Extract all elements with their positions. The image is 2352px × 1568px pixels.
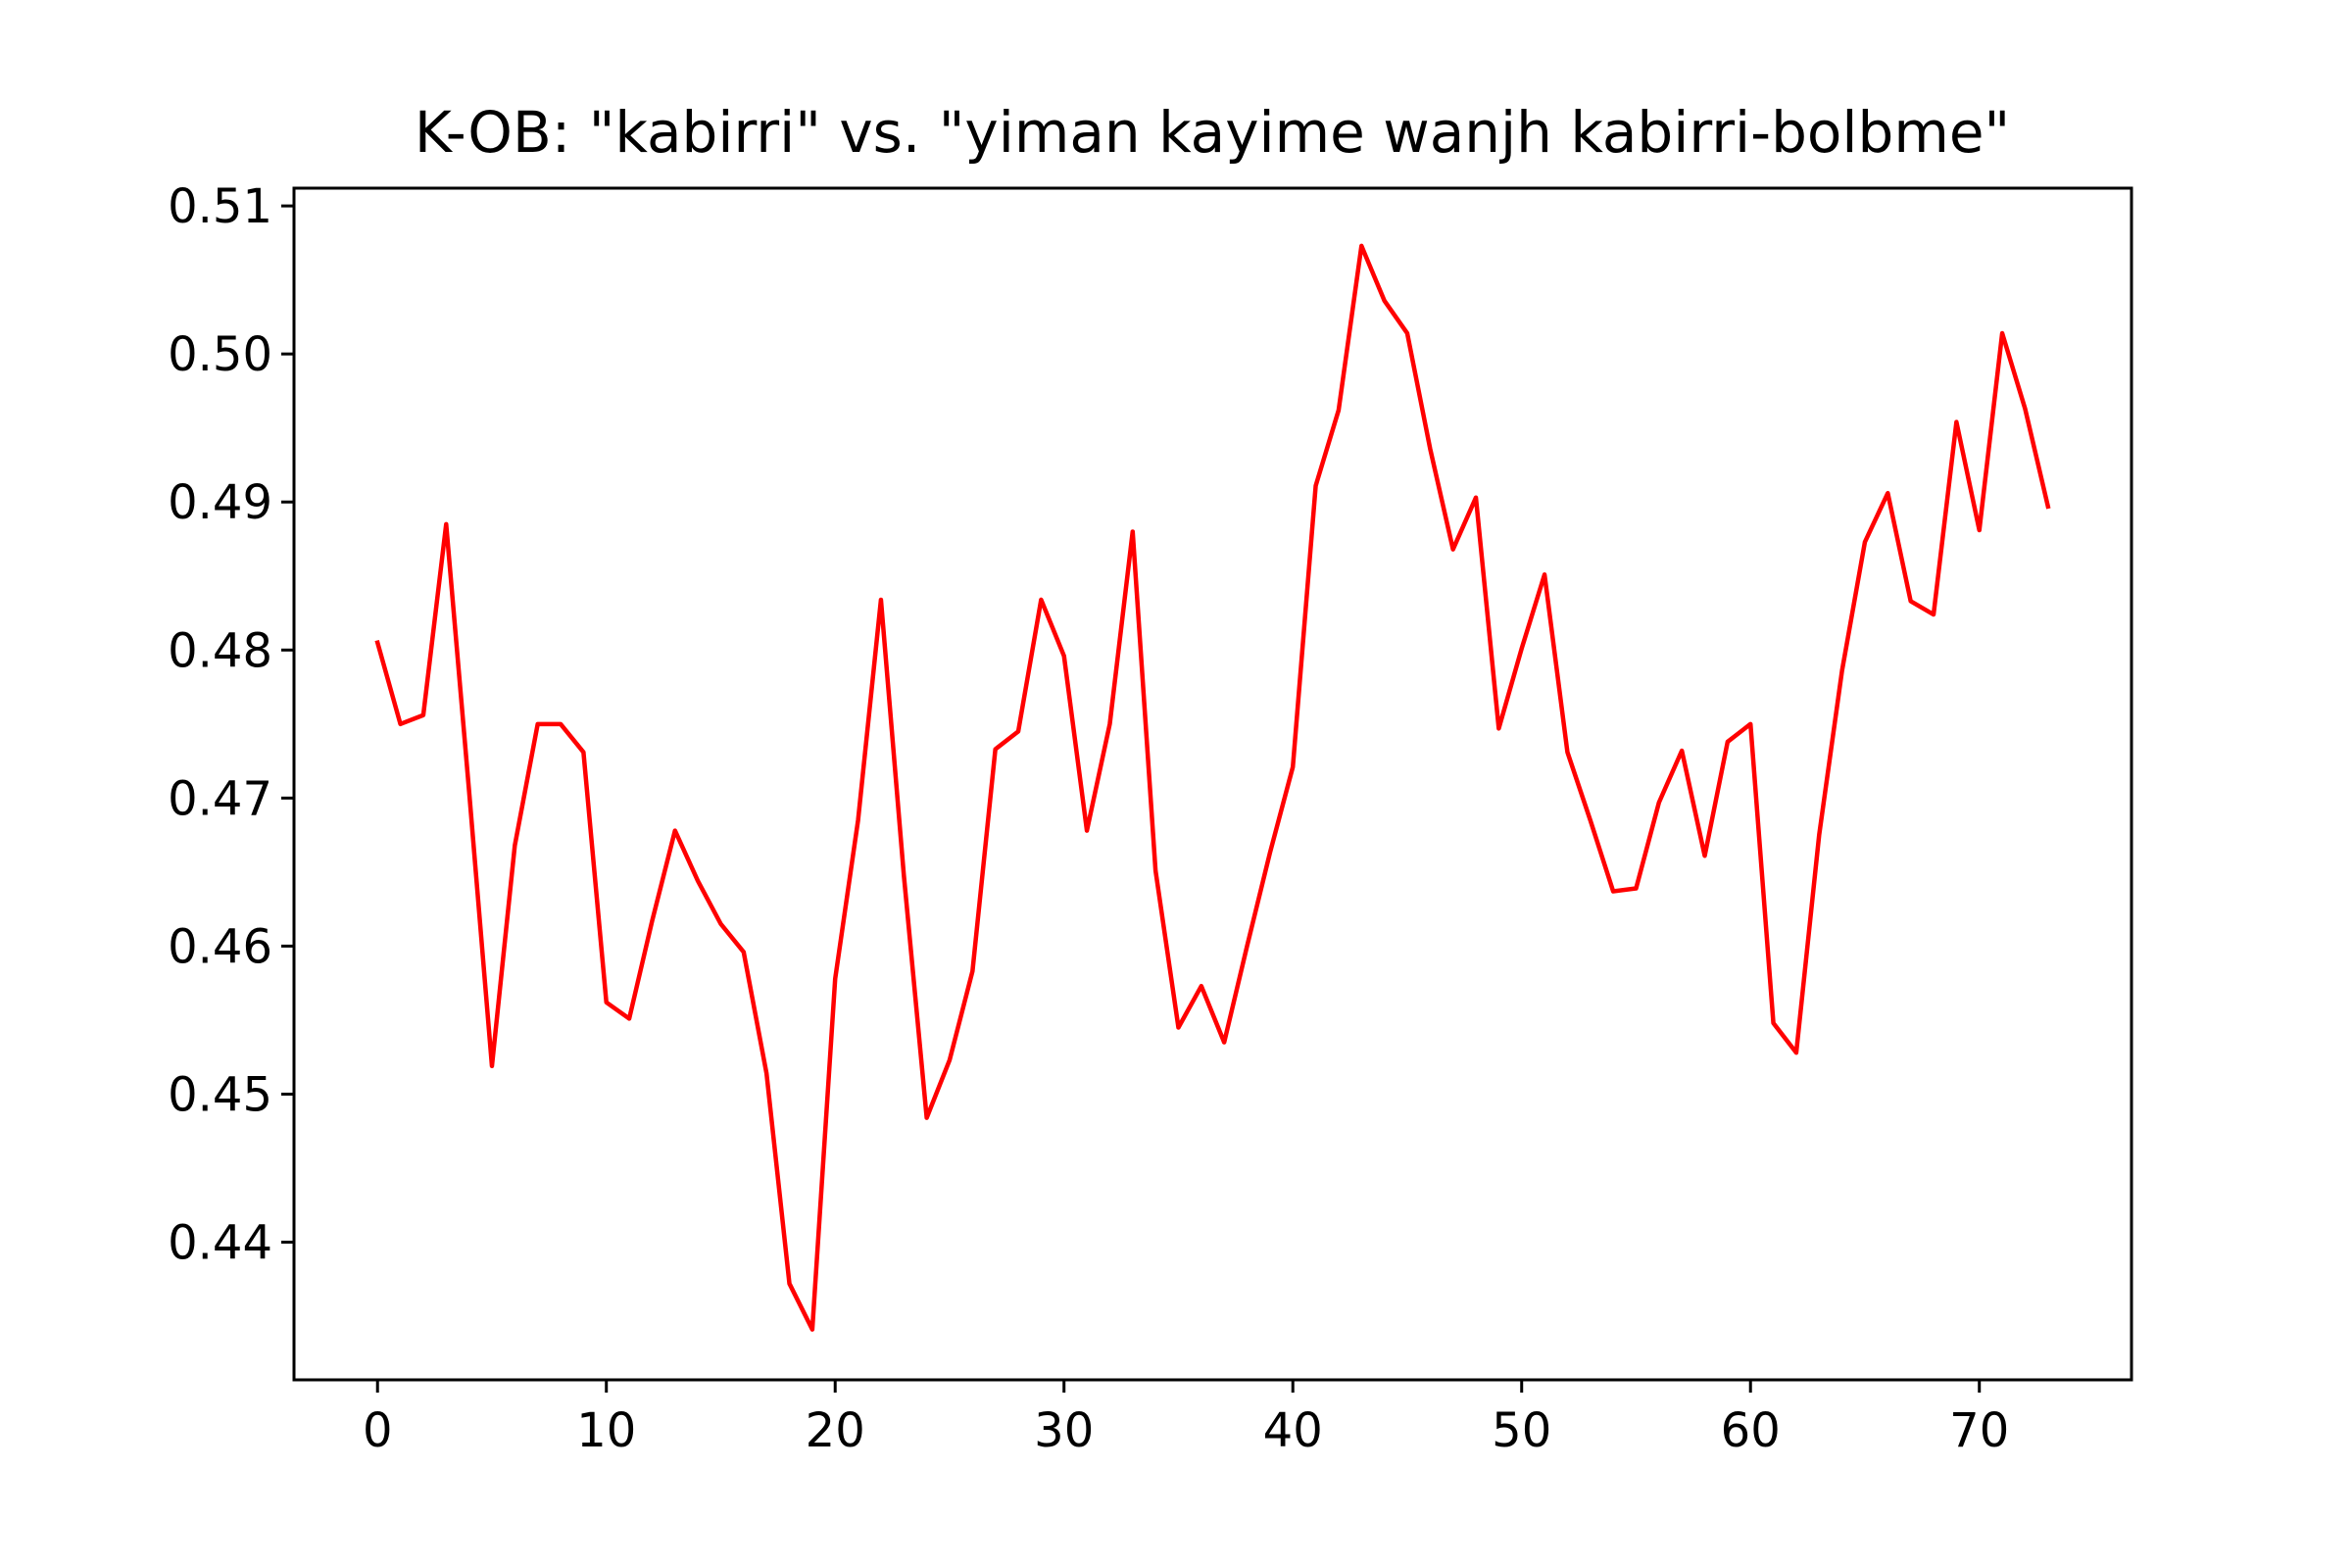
x-tick-label: 50 — [1492, 1403, 1551, 1458]
y-tick-label: 0.45 — [168, 1067, 272, 1122]
y-tick-label: 0.51 — [168, 179, 272, 234]
y-tick-label: 0.49 — [168, 475, 272, 530]
chart-title: K-OB: "kabirri" vs. "yiman kayime wanjh … — [415, 99, 2010, 166]
y-tick-label: 0.46 — [168, 919, 272, 974]
y-axis: 0.44 0.45 0.46 0.47 0.48 0.49 0.50 0.51 — [168, 179, 294, 1271]
x-tick-label: 20 — [806, 1403, 865, 1458]
series-line-1 — [374, 243, 2051, 1332]
x-axis: 0 10 20 30 40 50 60 70 — [363, 1380, 2009, 1458]
x-tick-label: 30 — [1034, 1403, 1094, 1458]
y-tick-label: 0.47 — [168, 771, 272, 826]
plot-frame — [292, 186, 2133, 1382]
series-layer — [374, 243, 2051, 1332]
y-tick-label: 0.44 — [168, 1216, 272, 1271]
x-tick-label: 70 — [1949, 1403, 2009, 1458]
x-tick-label: 60 — [1721, 1403, 1781, 1458]
x-tick-label: 0 — [363, 1403, 393, 1458]
x-tick-label: 10 — [576, 1403, 636, 1458]
x-tick-label: 40 — [1263, 1403, 1323, 1458]
y-tick-label: 0.50 — [168, 327, 272, 382]
y-tick-label: 0.48 — [168, 623, 272, 678]
